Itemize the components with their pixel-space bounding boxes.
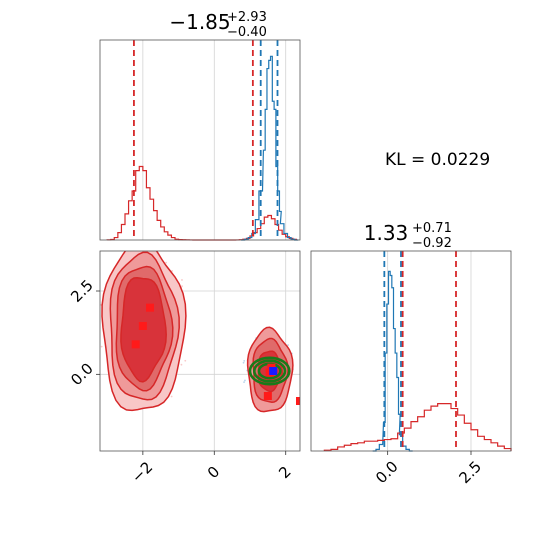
sample-dot-blue (287, 344, 290, 346)
title-param-2-value: 1.33 (364, 221, 409, 245)
x-tick-label: 2.5 (455, 457, 485, 487)
blue-marker (269, 367, 278, 375)
marginal-histogram-param-1 (99, 39, 301, 241)
sample-dot-blue (242, 361, 245, 364)
green-contour-0 (248, 356, 291, 386)
histogram-series-blue (372, 270, 413, 452)
kl-divergence-label: KL = 0.0229 (385, 150, 490, 170)
x-tick-label: 2 (275, 463, 294, 482)
sample-dot-red (165, 261, 167, 264)
joint-plot-area (100, 242, 300, 451)
title-param-1: −1.85 (169, 10, 230, 34)
green-contour-1 (252, 359, 287, 383)
red-marker-6 (296, 397, 300, 405)
x-tick-label: −2 (128, 458, 156, 486)
title-param-1-upper-error: +2.93 (227, 10, 267, 25)
x-tick-label: 0.0 (372, 457, 402, 487)
bottom-left-panel-frame (99, 250, 301, 452)
red-marker-2 (131, 340, 140, 349)
sample-dot-red (147, 245, 149, 247)
sample-dot-red (100, 345, 103, 348)
sample-dot-red (180, 363, 183, 366)
sample-dot-blue (243, 359, 246, 362)
title-param-2-upper-error: +0.71 (412, 221, 452, 236)
y-tick-label: 2.5 (67, 276, 97, 306)
sample-dot-red (137, 249, 139, 251)
sample-dot-blue (244, 379, 246, 382)
y-tick-label: 0.0 (67, 360, 97, 390)
red-marker-5 (263, 392, 272, 400)
sample-dot-red (171, 270, 173, 272)
x-tick-label: 0 (204, 463, 223, 482)
sample-dot-blue (243, 381, 245, 384)
sample-dot-red (184, 359, 187, 362)
title-param-1-lower-error: −0.40 (227, 25, 267, 40)
joint-contour-panel: −2 0 2 0.0 2.5 (67, 242, 301, 486)
sample-dot-red (170, 395, 173, 398)
sample-dot-red (145, 242, 147, 244)
histogram-series-blue (241, 55, 299, 241)
top-left-panel-frame (99, 39, 301, 241)
sample-dot-red (181, 285, 183, 288)
marginal-histogram-param-2: 0.0 2.5 (310, 250, 512, 487)
bottom-right-panel-frame (310, 250, 512, 452)
sample-dot-red (164, 248, 166, 250)
sample-dot-red (181, 279, 183, 281)
histogram-series-red (323, 403, 512, 451)
title-param-1-value: −1.85 (169, 10, 230, 34)
title-param-2: 1.33 (364, 221, 409, 245)
red-marker-1 (138, 322, 147, 330)
title-param-2-lower-error: −0.92 (412, 236, 452, 251)
histogram-series-red (106, 165, 298, 241)
red-marker-0 (146, 303, 154, 312)
